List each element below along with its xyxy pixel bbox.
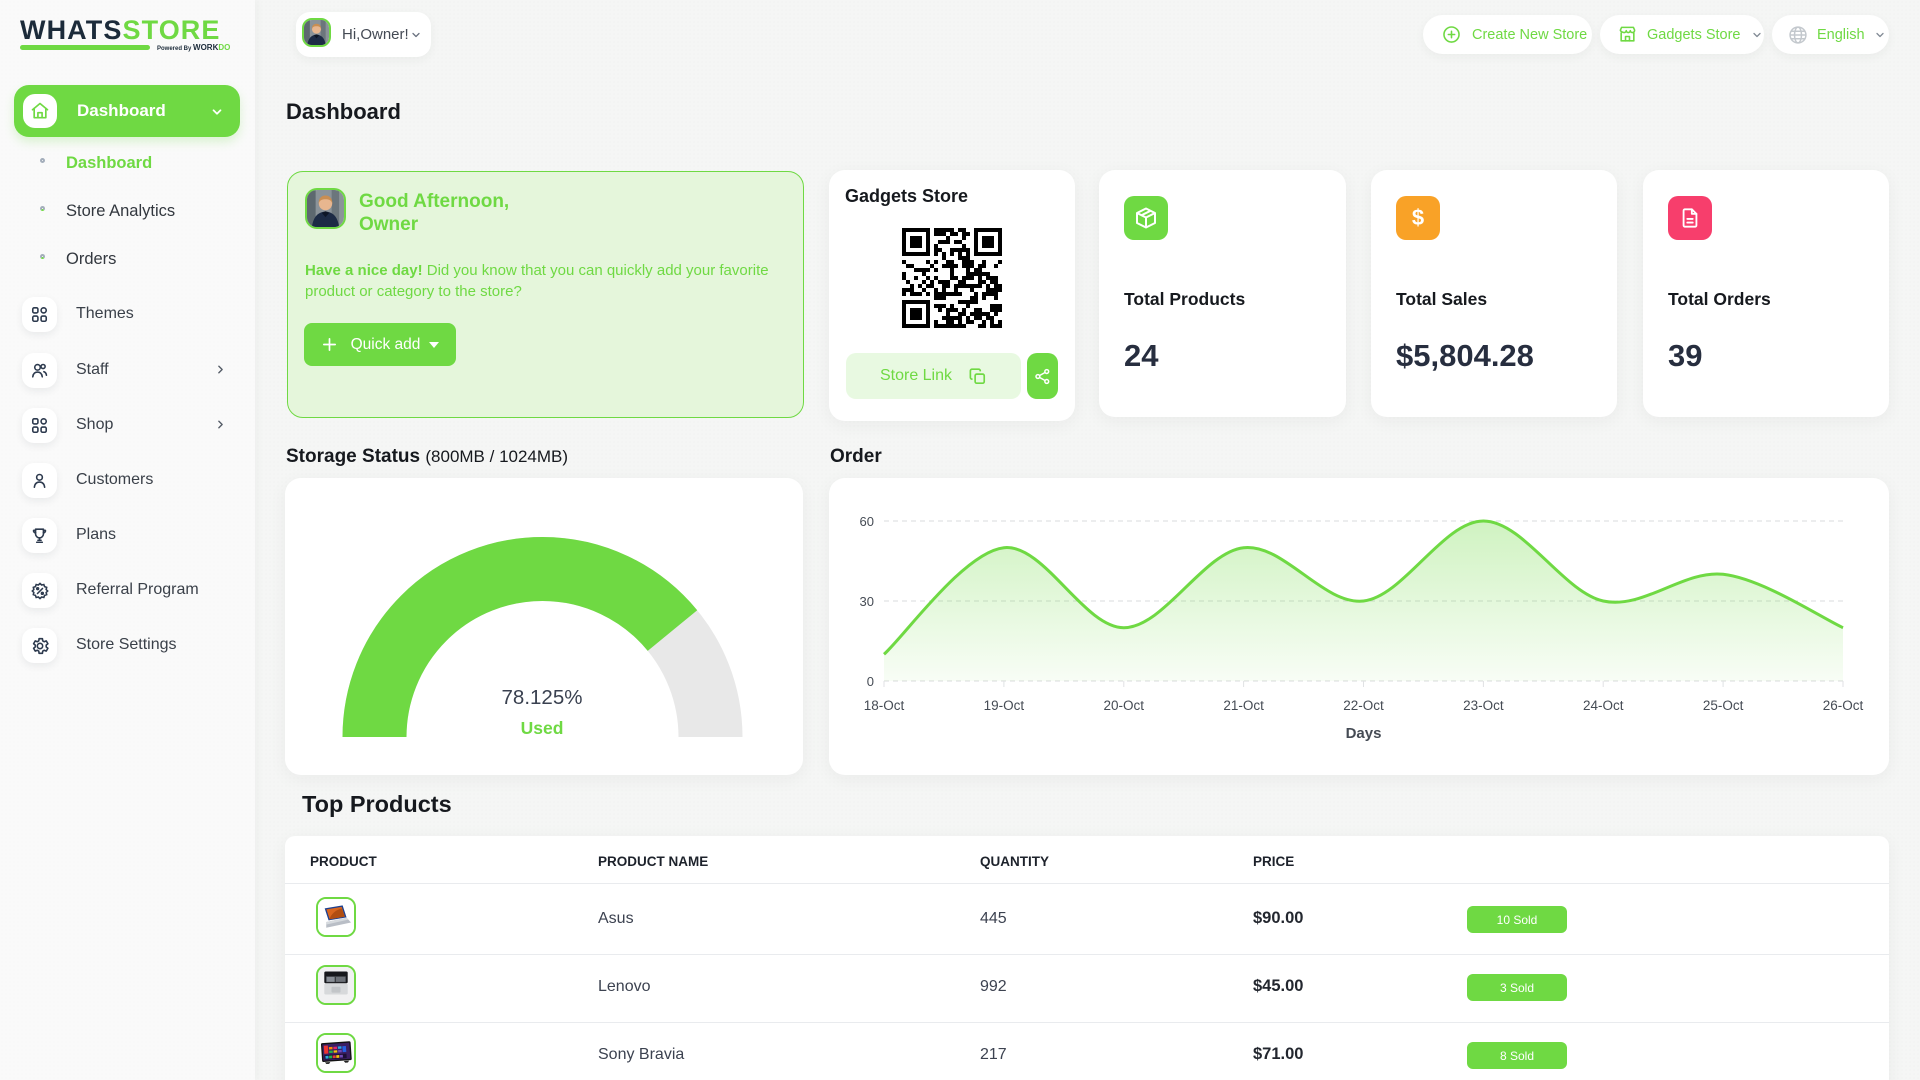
svg-text:22-Oct: 22-Oct — [1343, 698, 1384, 713]
svg-text:18-Oct: 18-Oct — [864, 698, 905, 713]
svg-text:24-Oct: 24-Oct — [1583, 698, 1624, 713]
svg-text:78.125%: 78.125% — [502, 686, 583, 709]
svg-text:21-Oct: 21-Oct — [1223, 698, 1264, 713]
svg-text:23-Oct: 23-Oct — [1463, 698, 1504, 713]
svg-text:Days: Days — [1346, 725, 1382, 742]
svg-text:Used: Used — [521, 718, 564, 738]
svg-text:60: 60 — [860, 514, 874, 529]
svg-text:0: 0 — [867, 674, 874, 689]
svg-text:20-Oct: 20-Oct — [1104, 698, 1145, 713]
svg-text:30: 30 — [860, 594, 874, 609]
svg-text:25-Oct: 25-Oct — [1703, 698, 1744, 713]
svg-text:26-Oct: 26-Oct — [1823, 698, 1864, 713]
svg-text:19-Oct: 19-Oct — [984, 698, 1025, 713]
